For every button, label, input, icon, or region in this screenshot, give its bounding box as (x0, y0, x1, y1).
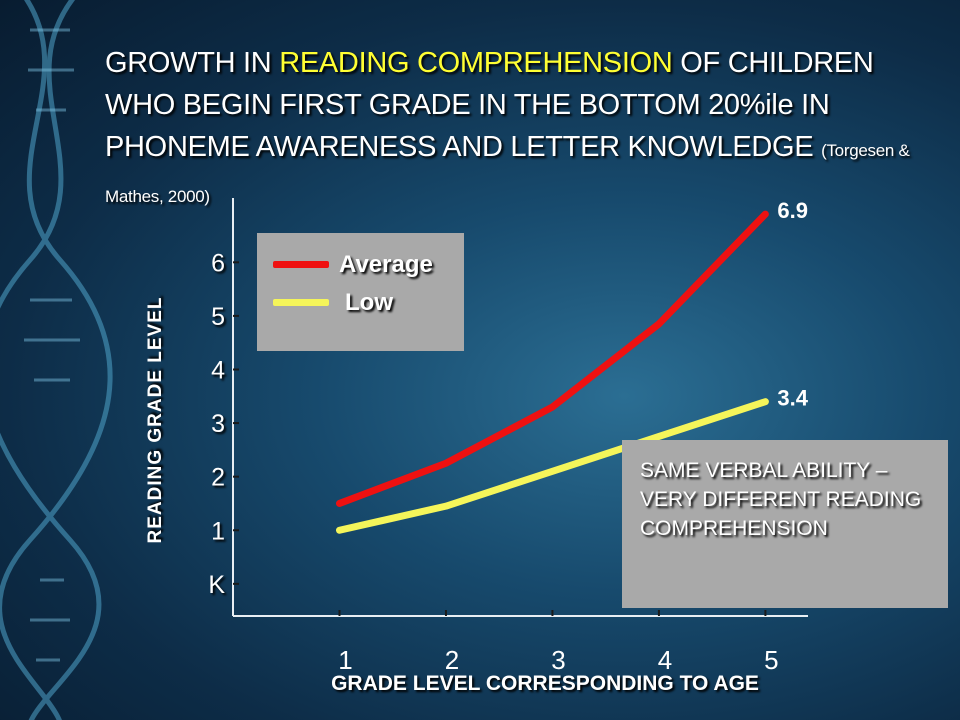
legend-label-low: Low (345, 289, 393, 316)
x-tick-label: 1 (338, 645, 352, 675)
y-tick-label: K (208, 571, 225, 599)
legend-swatch-average (273, 261, 329, 268)
dna-helix-decoration (0, 0, 113, 720)
y-axis-label: READING GRADE LEVEL (145, 296, 166, 544)
data-label-low: 3.4 (777, 386, 808, 411)
y-tick-label: 5 (211, 303, 225, 331)
series-line-average (335, 210, 769, 507)
title-highlight: READING COMPREHENSION (279, 47, 673, 79)
x-tick-label: 5 (764, 645, 778, 675)
y-tick-label: 3 (211, 410, 225, 438)
x-tick-label: 3 (551, 645, 565, 675)
x-tick-label: 2 (445, 645, 459, 675)
legend-label-average: Average (339, 251, 433, 278)
title-part2: OF CHILDREN WHO BEGIN FIRST GRADE IN THE… (105, 47, 874, 163)
y-tick-label: 1 (211, 517, 225, 545)
series-line-low (335, 398, 769, 534)
annotation-box: SAME VERBAL ABILITY – VERY DIFFERENT REA… (622, 440, 948, 608)
chart-legend: Average Low (257, 233, 464, 351)
title-part1: GROWTH IN (105, 47, 280, 79)
x-axis-label: GRADE LEVEL CORRESPONDING TO AGE (331, 672, 759, 695)
annotation-text: SAME VERBAL ABILITY – VERY DIFFERENT REA… (640, 459, 922, 540)
slide-title: GROWTH IN READING COMPREHENSION OF CHILD… (105, 42, 935, 218)
y-tick-label: 6 (211, 249, 225, 277)
title-citation: (Torgesen & Mathes, 2000) (105, 141, 910, 206)
y-tick-label: 2 (211, 464, 225, 492)
legend-swatch-low (273, 299, 329, 306)
x-tick-label: 4 (658, 645, 672, 675)
y-tick-label: 4 (211, 356, 225, 384)
data-label-average: 6.9 (777, 198, 808, 223)
